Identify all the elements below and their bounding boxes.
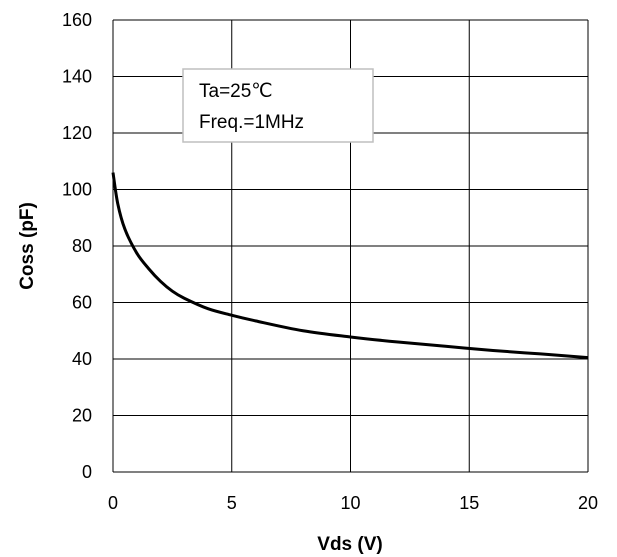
x-tick-label: 20 xyxy=(578,493,598,513)
annotation-temperature: Ta=25℃ xyxy=(199,81,273,102)
y-tick-label: 0 xyxy=(82,462,92,482)
annotation-border xyxy=(182,68,374,143)
x-tick-label: 0 xyxy=(108,493,118,513)
x-tick-label: 15 xyxy=(459,493,479,513)
y-tick-label: 40 xyxy=(72,349,92,369)
y-tick-label: 120 xyxy=(62,123,92,143)
y-tick-label: 20 xyxy=(72,406,92,426)
y-tick-labels: 0 20 40 60 80 100 120 140 160 xyxy=(62,10,92,482)
annotation-frequency: Freq.=1MHz xyxy=(199,112,304,133)
x-tick-label: 10 xyxy=(340,493,360,513)
y-tick-label: 160 xyxy=(62,10,92,30)
x-axis-title: Vds (V) xyxy=(317,534,382,555)
series-line xyxy=(111,172,589,360)
y-tick-label: 100 xyxy=(62,180,92,200)
y-axis-title: Coss (pF) xyxy=(17,202,38,290)
x-tick-labels: 0 5 10 15 20 xyxy=(108,493,598,513)
annotation-box: Ta=25℃ Freq.=1MHz xyxy=(182,68,374,143)
x-tick-label: 5 xyxy=(227,493,237,513)
y-tick-label: 60 xyxy=(72,293,92,313)
y-tick-label: 140 xyxy=(62,67,92,87)
y-tick-label: 80 xyxy=(72,236,92,256)
